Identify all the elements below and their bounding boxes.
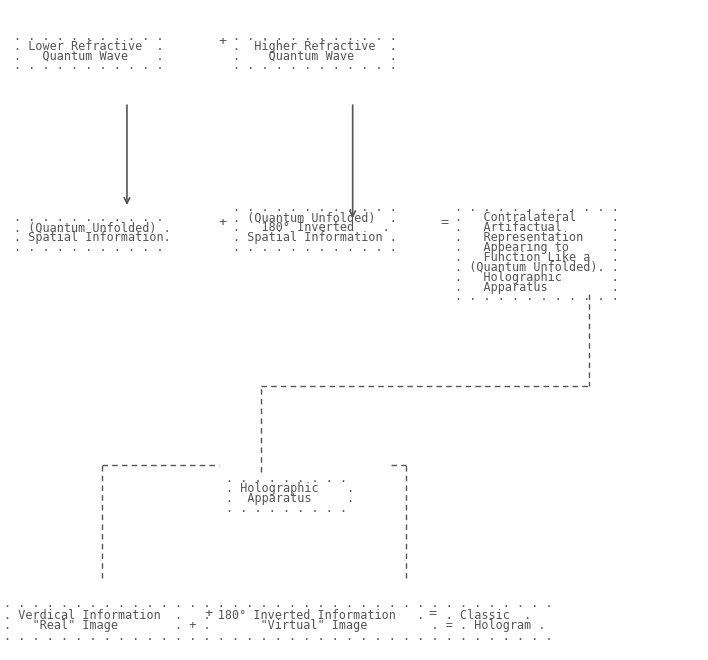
Text: . . . . . . . . . . . .: . . . . . . . . . . . .: [233, 30, 396, 43]
Text: .   Appearing to      .: . Appearing to .: [455, 241, 619, 254]
Text: =: =: [440, 216, 448, 229]
Text: . . . . . . . . .: . . . . . . . . .: [226, 472, 347, 485]
Text: .   Representation    .: . Representation .: [455, 231, 619, 244]
Text: . Spatial Information .: . Spatial Information .: [233, 231, 396, 244]
Text: . . . . . . . . . . .: . . . . . . . . . . .: [14, 241, 164, 254]
Text: . (Quantum Unfolded). .: . (Quantum Unfolded). .: [455, 261, 619, 274]
Text: . (Quantum Unfolded)  .: . (Quantum Unfolded) .: [233, 211, 396, 224]
Text: .  Apparatus     .: . Apparatus .: [226, 492, 354, 505]
Text: . . . . . . . . . . . .: . . . . . . . . . . . .: [233, 59, 396, 73]
Text: .   Artifactual       .: . Artifactual .: [455, 221, 619, 234]
Text: +: +: [218, 35, 226, 48]
Text: .    Quantum Wave     .: . Quantum Wave .: [233, 50, 396, 63]
Text: .   Holographic       .: . Holographic .: [455, 271, 619, 284]
Text: . . . . . . . . .: . . . . . . . . .: [226, 502, 347, 515]
Text: . Lower Refractive  .: . Lower Refractive .: [14, 40, 164, 53]
Text: . . . . . . . . . . . . . . . . . . . . . . . . . . . . . . . . . . . . . . .: . . . . . . . . . . . . . . . . . . . . …: [4, 630, 552, 643]
Text: . . . . . . . . . . .: . . . . . . . . . . .: [14, 211, 164, 224]
Text: . . . . . . . . . . . . . . . . . . . . . . . . . . . . . . . . . . . . . . .: . . . . . . . . . . . . . . . . . . . . …: [4, 597, 552, 611]
Text: .   Contralateral     .: . Contralateral .: [455, 211, 619, 224]
Text: .  Higher Refractive  .: . Higher Refractive .: [233, 40, 396, 53]
Text: .   "Real" Image        . + .       "Virtual" Image         . = . Hologram .: . "Real" Image . + . "Virtual" Image . =…: [4, 619, 545, 632]
Text: . Verdical Information  .   . 180° Inverted Information   .   . Classic  .: . Verdical Information . . 180° Inverted…: [4, 609, 531, 622]
Text: . . . . . . . . . . . .: . . . . . . . . . . . .: [455, 290, 619, 304]
Text: .   Function Like a   .: . Function Like a .: [455, 251, 619, 264]
Text: . . . . . . . . . . . .: . . . . . . . . . . . .: [455, 201, 619, 214]
Text: .   180° Inverted    .: . 180° Inverted .: [233, 221, 389, 234]
Text: +: +: [218, 216, 226, 229]
Text: =: =: [428, 607, 436, 620]
Text: . Spatial Information.: . Spatial Information.: [14, 231, 171, 244]
Text: . Holographic    .: . Holographic .: [226, 482, 354, 495]
Text: . . . . . . . . . . .: . . . . . . . . . . .: [14, 59, 164, 73]
Text: . . . . . . . . . . .: . . . . . . . . . . .: [14, 30, 164, 43]
Text: . . . . . . . . . . . .: . . . . . . . . . . . .: [233, 201, 396, 214]
Text: . (Quantum Unfolded) .: . (Quantum Unfolded) .: [14, 221, 171, 234]
Text: .   Apparatus         .: . Apparatus .: [455, 280, 619, 294]
Text: .   Quantum Wave    .: . Quantum Wave .: [14, 50, 164, 63]
Text: . . . . . . . . . . . .: . . . . . . . . . . . .: [233, 241, 396, 254]
Text: +: +: [204, 607, 212, 620]
